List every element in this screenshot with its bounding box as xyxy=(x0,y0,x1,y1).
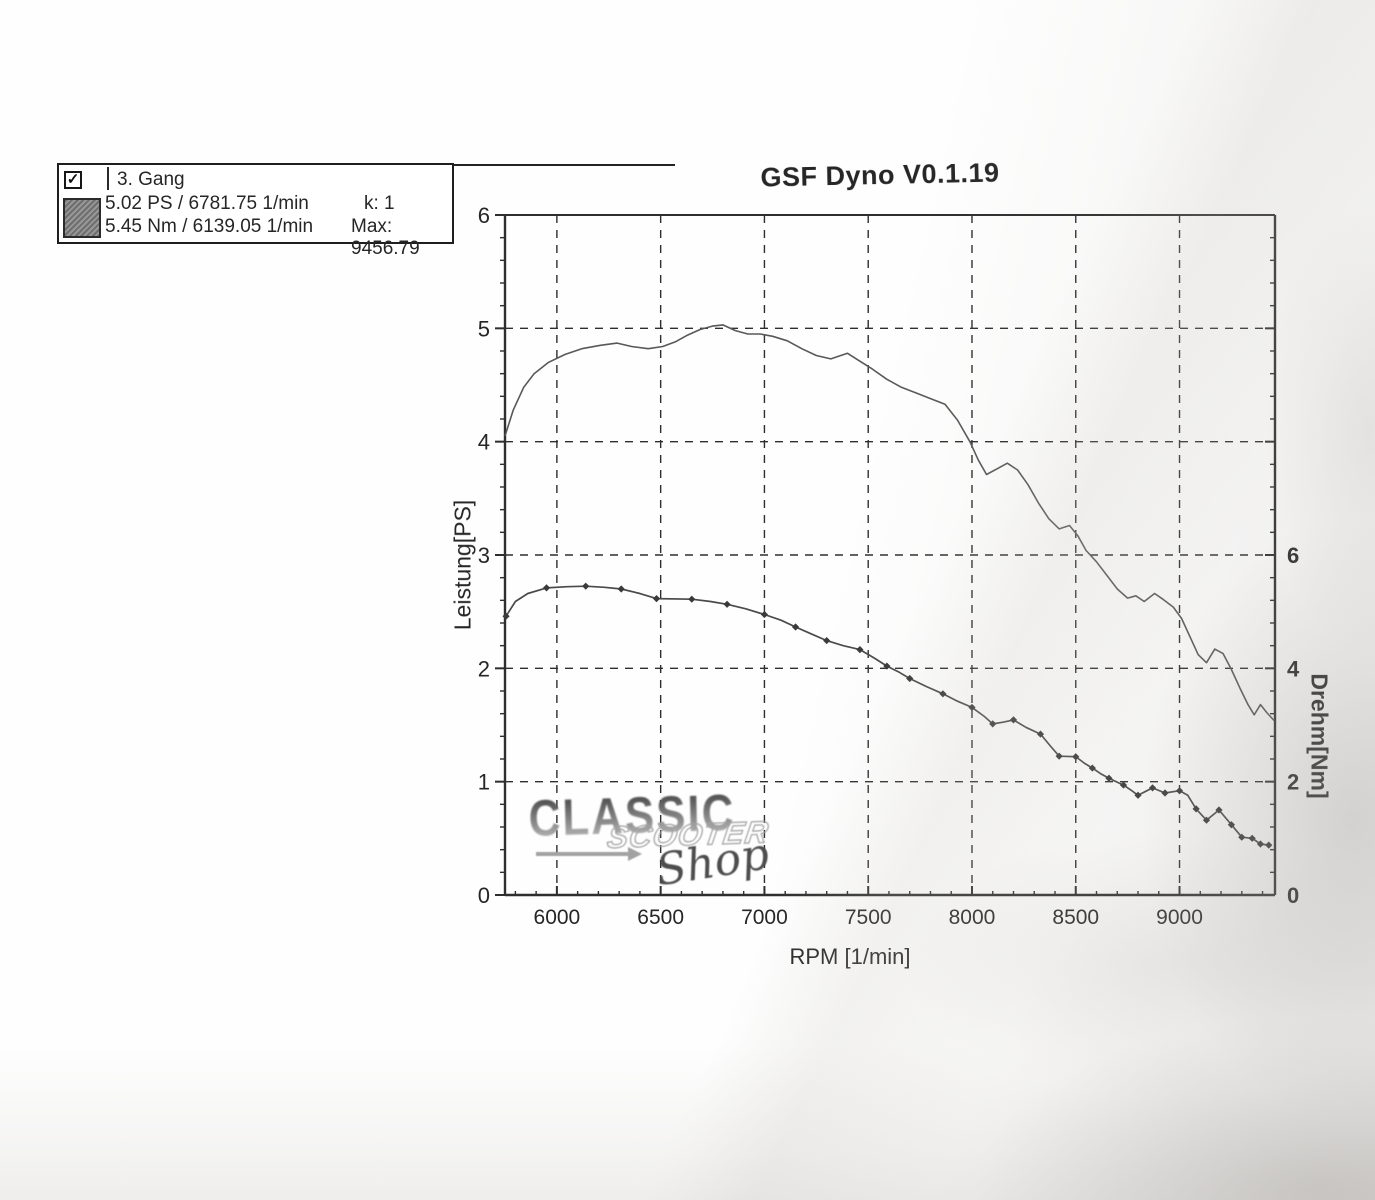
svg-text:8500: 8500 xyxy=(1052,906,1099,929)
k-factor-value: k: 1 xyxy=(364,193,395,214)
legend-extension-line xyxy=(454,164,675,166)
svg-text:6: 6 xyxy=(478,203,490,228)
svg-text:5: 5 xyxy=(478,316,490,341)
svg-text:0: 0 xyxy=(1287,883,1299,908)
svg-text:4: 4 xyxy=(478,430,490,455)
series-color-swatch xyxy=(63,198,101,238)
legend-field-separator xyxy=(107,167,109,190)
torque-peak-reading: 5.45 Nm / 6139.05 1/min xyxy=(105,216,314,237)
checkmark-icon: ✓ xyxy=(66,171,80,188)
svg-text:1: 1 xyxy=(478,770,490,795)
svg-text:2: 2 xyxy=(478,656,490,681)
svg-text:9000: 9000 xyxy=(1156,906,1203,929)
measurement-legend-box: ✓ 3. Gang 5.02 PS / 6781.75 1/min k: 1 5… xyxy=(57,163,454,259)
x-axis-label: RPM [1/min] xyxy=(789,944,911,969)
svg-text:7500: 7500 xyxy=(845,906,892,929)
svg-text:6: 6 xyxy=(1287,543,1299,568)
svg-text:4: 4 xyxy=(1287,656,1300,681)
power-peak-reading: 5.02 PS / 6781.75 1/min xyxy=(105,193,309,214)
svg-text:8000: 8000 xyxy=(949,906,996,929)
svg-text:2: 2 xyxy=(1287,770,1299,795)
svg-text:7000: 7000 xyxy=(741,906,788,929)
gear-checkbox[interactable]: ✓ xyxy=(64,171,82,189)
svg-text:3: 3 xyxy=(478,543,490,568)
svg-text:0: 0 xyxy=(478,883,490,908)
right-axis-label: Drehm[Nm] xyxy=(1306,673,1333,799)
svg-text:6500: 6500 xyxy=(637,906,684,929)
left-axis-label: Leistung[PS] xyxy=(449,499,476,631)
svg-text:6000: 6000 xyxy=(534,906,581,929)
max-rpm-value: Max: 9456.79 xyxy=(351,216,420,259)
gear-label: 3. Gang xyxy=(117,169,185,190)
